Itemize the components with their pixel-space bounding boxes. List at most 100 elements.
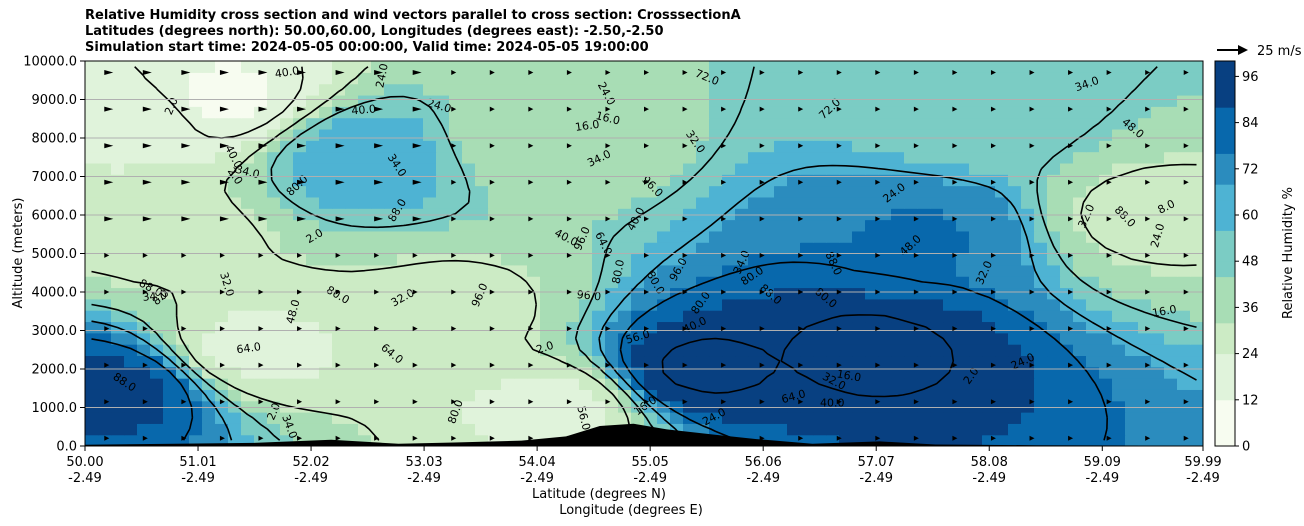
rh-cell [1034,185,1048,198]
rh-cell [1112,151,1126,164]
rh-cell [1086,128,1100,141]
rh-cell [852,151,866,164]
rh-cell [488,332,502,345]
rh-cell [488,208,502,221]
rh-cell [761,151,775,164]
rh-cell [137,196,151,209]
rh-cell [605,366,619,379]
rh-cell [839,321,853,334]
rh-cell [631,185,645,198]
rh-cell [462,106,476,119]
rh-cell [644,61,658,73]
rh-cell [1099,321,1113,334]
rh-cell [982,106,996,119]
rh-cell [501,208,515,221]
rh-cell [267,298,281,311]
rh-cell [98,344,112,357]
rh-cell [423,174,437,187]
rh-cell [150,366,164,379]
rh-cell [878,174,892,187]
rh-cell [98,276,112,289]
wind-vector [489,106,495,112]
rh-cell [306,434,320,446]
colorbar-swatch [1215,276,1235,293]
rh-cell [371,344,385,357]
rh-cell [514,434,528,446]
rh-cell [592,140,606,153]
rh-cell [956,61,970,73]
rh-cell [748,117,762,130]
rh-cell [631,128,645,141]
rh-cell [839,117,853,130]
rh-cell [904,151,918,164]
rh-cell [384,378,398,390]
rh-cell [930,423,944,436]
rh-cell [267,196,281,209]
rh-cell [904,287,918,300]
rh-cell [514,162,528,175]
rh-cell [189,389,203,402]
rh-cell [449,174,463,187]
rh-cell [696,208,710,221]
rh-cell [839,253,853,266]
rh-cell [176,378,190,390]
rh-cell [150,185,164,198]
wind-vector [451,362,457,368]
rh-cell [644,264,658,277]
rh-cell [176,196,190,209]
rh-cell [982,298,996,311]
rh-cell [605,72,619,85]
rh-cell [852,72,866,85]
rh-cell [1151,321,1165,334]
rh-cell [241,366,255,379]
rh-cell [475,366,489,379]
rh-cell [514,219,528,232]
rh-cell [566,174,580,187]
wind-vector [142,143,152,149]
contour-label: 40.0 [820,397,845,410]
rh-cell [761,219,775,232]
wind-vector [913,362,919,368]
rh-cell [995,61,1009,73]
rh-cell [358,174,372,187]
rh-cell [800,117,814,130]
rh-cell [1138,219,1152,232]
rh-cell [1060,162,1074,175]
rh-cell [644,355,658,368]
rh-cell [969,276,983,289]
x-tick-label-lat: 59.09 [1084,455,1121,470]
wind-vector [836,326,842,332]
chart-title-line-1: Relative Humidity cross section and wind… [85,8,741,23]
wind-vector [605,179,611,185]
rh-cell [761,253,775,266]
rh-cell [969,434,983,446]
rh-cell [748,162,762,175]
contour-label: 16.0 [594,109,621,128]
rh-cell [839,72,853,85]
rh-cell [1034,366,1048,379]
rh-cell [826,72,840,85]
rh-cell [696,106,710,119]
rh-cell [943,61,957,73]
wind-vector [644,326,649,332]
rh-cell [410,298,424,311]
rh-cell [631,151,645,164]
wind-vector [374,399,380,405]
rh-cell [124,230,138,243]
rh-cell [371,242,385,255]
rh-cell [553,378,567,390]
rh-cell [709,287,723,300]
rh-cell [787,366,801,379]
rh-cell [488,94,502,107]
rh-cell [579,83,593,96]
rh-cell [709,378,723,390]
rh-cell [956,230,970,243]
rh-cell [618,276,632,289]
wind-vector [335,106,345,112]
rh-cell [748,140,762,153]
rh-cell [189,151,203,164]
rh-cell [228,208,242,221]
rh-cell [566,106,580,119]
rh-cell [150,242,164,255]
rh-cell [748,287,762,300]
